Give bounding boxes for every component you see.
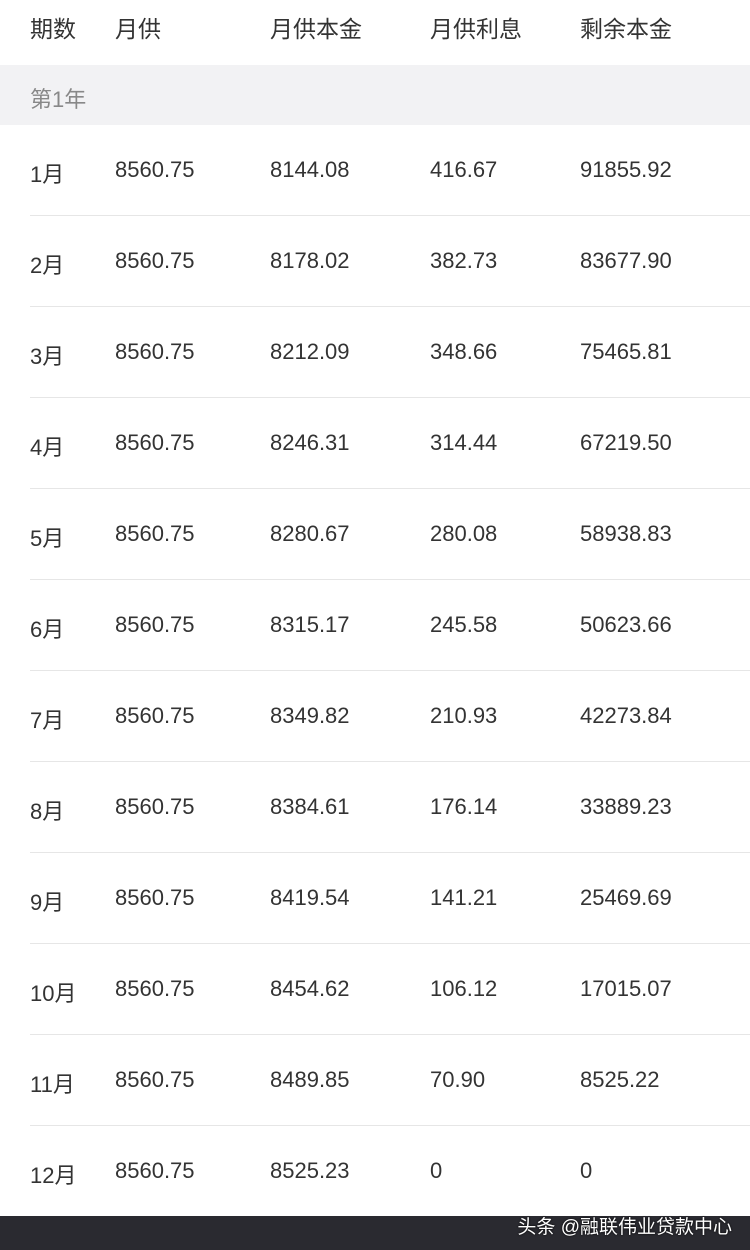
cell-period: 3月 xyxy=(30,344,65,369)
cell-period: 12月 xyxy=(30,1163,77,1188)
cell-principal: 8178.02 xyxy=(270,248,350,273)
cell-interest: 0 xyxy=(430,1158,443,1183)
table-row: 12月 8560.75 8525.23 0 0 xyxy=(0,1126,750,1217)
cell-interest: 416.67 xyxy=(430,157,498,182)
cell-interest: 314.44 xyxy=(430,430,498,455)
cell-remaining: 67219.50 xyxy=(580,430,672,455)
cell-period: 10月 xyxy=(30,981,77,1006)
cell-period: 11月 xyxy=(30,1072,75,1097)
cell-monthly-payment: 8560.75 xyxy=(115,1067,195,1092)
cell-monthly-payment: 8560.75 xyxy=(115,794,195,819)
table-row: 8月 8560.75 8384.61 176.14 33889.23 xyxy=(0,762,750,853)
cell-interest: 70.90 xyxy=(430,1067,486,1092)
cell-remaining: 50623.66 xyxy=(580,612,672,637)
section-year: 第1年 xyxy=(0,65,750,125)
cell-period: 6月 xyxy=(30,617,65,642)
cell-period: 9月 xyxy=(30,890,65,915)
cell-remaining: 0 xyxy=(580,1158,593,1183)
cell-principal: 8246.31 xyxy=(270,430,350,455)
cell-principal: 8280.67 xyxy=(270,521,350,546)
cell-remaining: 42273.84 xyxy=(580,703,672,728)
table-header: 期数 月供 月供本金 月供利息 剩余本金 xyxy=(0,0,750,65)
cell-principal: 8419.54 xyxy=(270,885,350,910)
cell-interest: 348.66 xyxy=(430,339,498,364)
table-row: 9月 8560.75 8419.54 141.21 25469.69 xyxy=(0,853,750,944)
table-row: 10月 8560.75 8454.62 106.12 17015.07 xyxy=(0,944,750,1035)
cell-monthly-payment: 8560.75 xyxy=(115,521,195,546)
cell-principal: 8384.61 xyxy=(270,794,350,819)
cell-period: 4月 xyxy=(30,435,65,460)
cell-monthly-payment: 8560.75 xyxy=(115,885,195,910)
cell-principal: 8349.82 xyxy=(270,703,350,728)
bottom-bar: 头条 @融联伟业贷款中心 xyxy=(0,1216,750,1250)
cell-monthly-payment: 8560.75 xyxy=(115,248,195,273)
cell-interest: 141.21 xyxy=(430,885,498,910)
cell-period: 7月 xyxy=(30,708,65,733)
cell-interest: 106.12 xyxy=(430,976,498,1001)
watermark: 头条 @融联伟业贷款中心 xyxy=(517,1217,732,1238)
cell-period: 8月 xyxy=(30,799,65,824)
cell-remaining: 17015.07 xyxy=(580,976,672,1001)
cell-monthly-payment: 8560.75 xyxy=(115,612,195,637)
cell-remaining: 75465.81 xyxy=(580,339,672,364)
cell-interest: 176.14 xyxy=(430,794,498,819)
cell-monthly-payment: 8560.75 xyxy=(115,976,195,1001)
table-row: 4月 8560.75 8246.31 314.44 67219.50 xyxy=(0,398,750,489)
cell-interest: 280.08 xyxy=(430,521,498,546)
header-period: 期数 xyxy=(30,16,76,42)
cell-period: 2月 xyxy=(30,253,65,278)
cell-interest: 245.58 xyxy=(430,612,498,637)
cell-remaining: 83677.90 xyxy=(580,248,672,273)
table-row: 5月 8560.75 8280.67 280.08 58938.83 xyxy=(0,489,750,580)
cell-monthly-payment: 8560.75 xyxy=(115,703,195,728)
cell-interest: 382.73 xyxy=(430,248,498,273)
cell-remaining: 58938.83 xyxy=(580,521,672,546)
header-remaining: 剩余本金 xyxy=(580,16,672,42)
header-monthly-payment: 月供 xyxy=(115,16,161,42)
cell-remaining: 91855.92 xyxy=(580,157,672,182)
table-row: 3月 8560.75 8212.09 348.66 75465.81 xyxy=(0,307,750,398)
table-body: 1月 8560.75 8144.08 416.67 91855.92 2月 8560.75 8… xyxy=(0,125,750,1217)
cell-principal: 8144.08 xyxy=(270,157,350,182)
table-row: 11月 8560.75 8489.85 70.90 8525.22 xyxy=(0,1035,750,1126)
cell-monthly-payment: 8560.75 xyxy=(115,157,195,182)
header-principal: 月供本金 xyxy=(270,16,362,42)
section-label: 第1年 xyxy=(30,87,87,112)
cell-interest: 210.93 xyxy=(430,703,498,728)
table-row: 2月 8560.75 8178.02 382.73 83677.90 xyxy=(0,216,750,307)
header-interest: 月供利息 xyxy=(430,16,522,42)
cell-principal: 8454.62 xyxy=(270,976,350,1001)
cell-remaining: 25469.69 xyxy=(580,885,672,910)
table-row: 7月 8560.75 8349.82 210.93 42273.84 xyxy=(0,671,750,762)
cell-period: 1月 xyxy=(30,162,65,187)
table-row: 1月 8560.75 8144.08 416.67 91855.92 xyxy=(0,125,750,216)
table-row: 6月 8560.75 8315.17 245.58 50623.66 xyxy=(0,580,750,671)
cell-remaining: 8525.22 xyxy=(580,1067,660,1092)
cell-period: 5月 xyxy=(30,526,65,551)
cell-monthly-payment: 8560.75 xyxy=(115,1158,195,1183)
cell-principal: 8212.09 xyxy=(270,339,350,364)
cell-principal: 8489.85 xyxy=(270,1067,350,1092)
cell-monthly-payment: 8560.75 xyxy=(115,339,195,364)
cell-monthly-payment: 8560.75 xyxy=(115,430,195,455)
cell-remaining: 33889.23 xyxy=(580,794,672,819)
cell-principal: 8525.23 xyxy=(270,1158,350,1183)
cell-principal: 8315.17 xyxy=(270,612,350,637)
